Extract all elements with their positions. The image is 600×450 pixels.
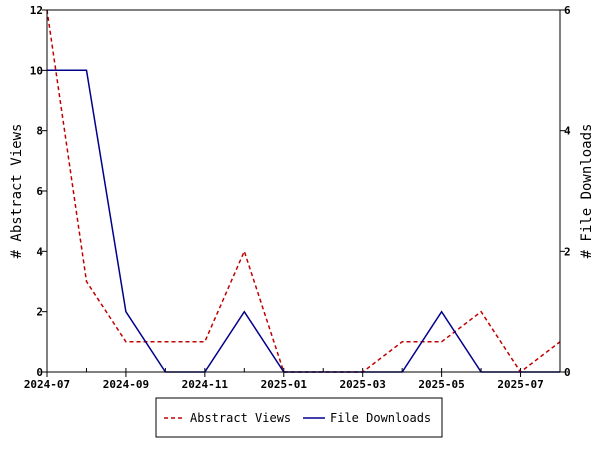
- series-layer: [46, 9, 561, 374]
- legend-label-file-downloads: File Downloads: [330, 411, 431, 425]
- legend-label-abstract-views: Abstract Views: [190, 411, 291, 425]
- right-axis-ticks: 0 2 4 6: [560, 4, 571, 379]
- left-tick-label: 8: [36, 125, 43, 138]
- right-axis-title: # File Downloads: [579, 124, 595, 259]
- x-tick-label: 2024-11: [182, 378, 229, 391]
- legend: Abstract Views File Downloads: [155, 397, 443, 438]
- right-tick-label: 6: [564, 4, 571, 17]
- left-tick-label: 0: [36, 366, 43, 379]
- right-tick-label: 2: [564, 245, 571, 258]
- plot-frame: [46, 9, 561, 373]
- x-tick-label: 2025-03: [340, 378, 386, 391]
- left-tick-label: 12: [30, 4, 43, 17]
- x-tick-label: 2025-01: [261, 378, 308, 391]
- x-tick-label: 2024-07: [24, 378, 70, 391]
- left-axis-title: # Abstract Views: [9, 124, 25, 259]
- left-tick-label: 2: [36, 306, 43, 319]
- x-tick-label: 2025-07: [497, 378, 543, 391]
- right-tick-label: 4: [564, 125, 571, 138]
- series-line-abstract-views: [46, 9, 561, 374]
- left-tick-label: 10: [30, 64, 43, 77]
- legend-box: [155, 397, 443, 438]
- x-tick-label: 2024-09: [103, 378, 149, 391]
- series-line-file-downloads: [47, 69, 560, 373]
- left-tick-label: 6: [36, 185, 43, 198]
- x-tick-label: 2025-05: [418, 378, 464, 391]
- left-axis-ticks: 0 2 4 6 8 10 12: [30, 4, 47, 379]
- left-tick-label: 4: [36, 245, 43, 258]
- x-axis-ticks: 2024-07 2024-09 2024-11 2025-01 2025-03 2025-…: [24, 368, 561, 391]
- right-tick-label: 0: [564, 366, 571, 379]
